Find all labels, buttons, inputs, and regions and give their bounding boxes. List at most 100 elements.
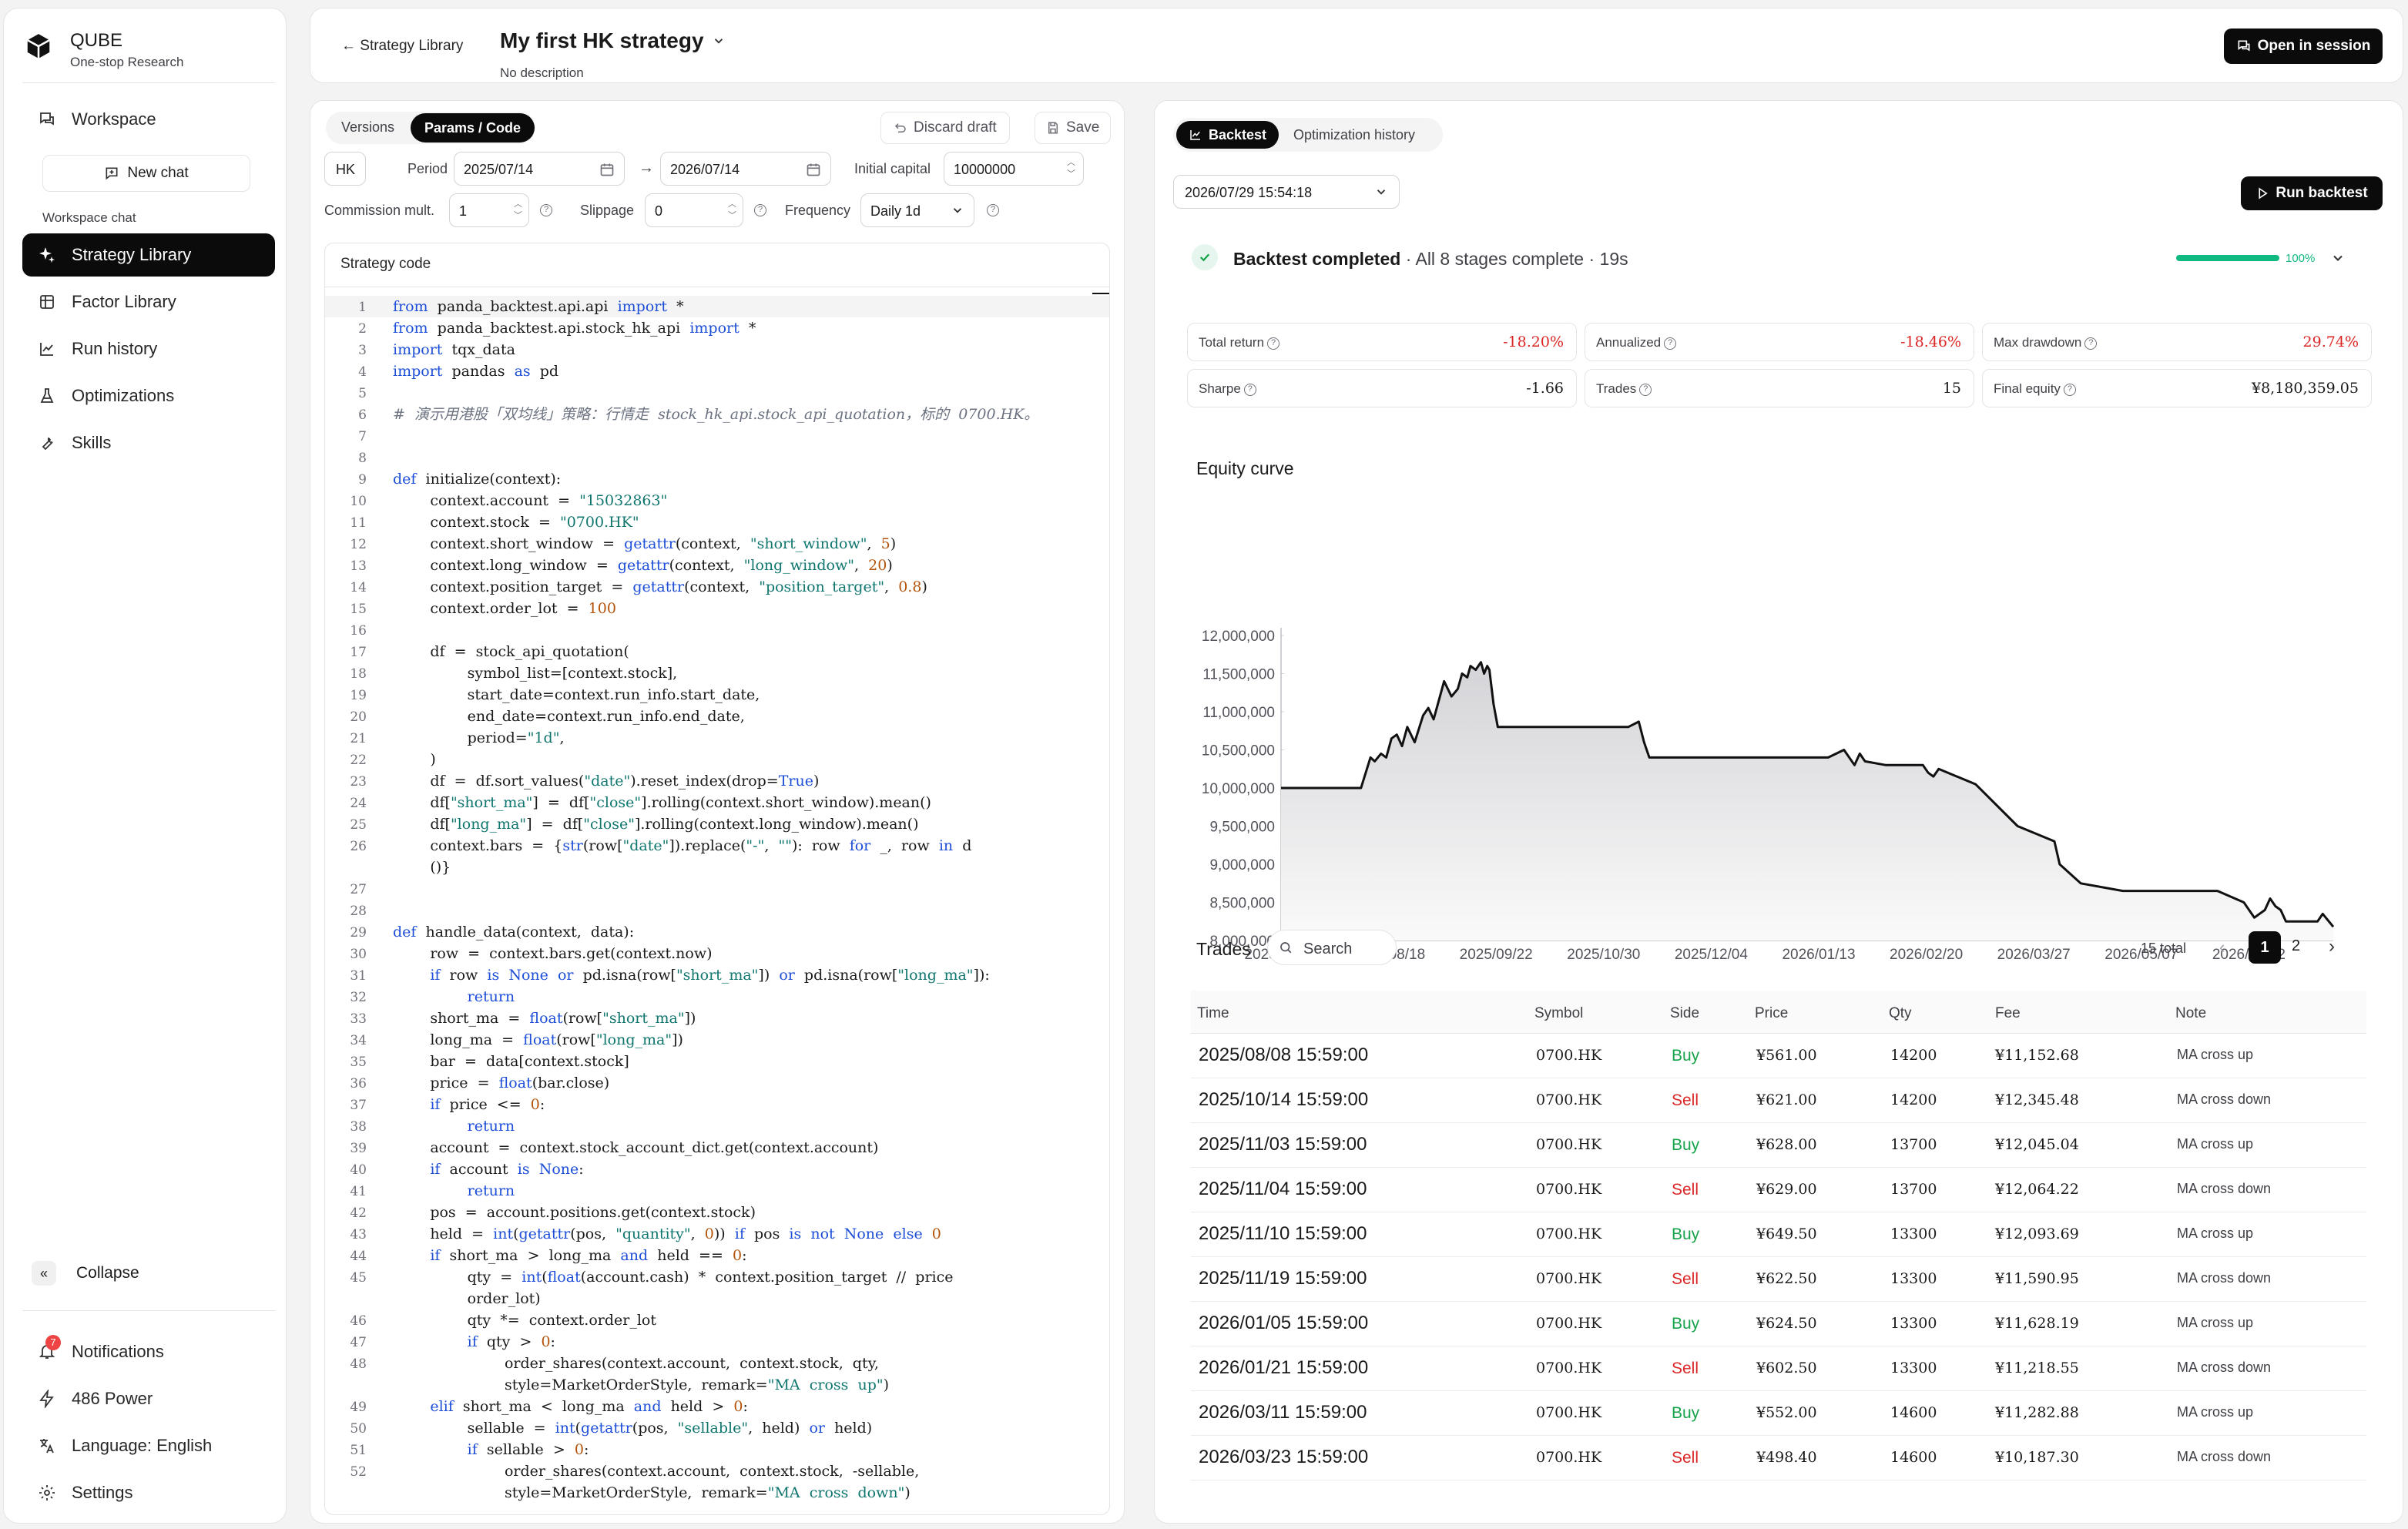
code-line[interactable]: 23 df = df.sort_values("date").reset_ind…: [325, 770, 1109, 792]
column-header-price[interactable]: Price: [1755, 1005, 1789, 1021]
code-line[interactable]: 37 if price <= 0:: [325, 1094, 1109, 1115]
code-line[interactable]: 15 context.order_lot = 100: [325, 598, 1109, 619]
code-line[interactable]: order_lot): [325, 1288, 1109, 1309]
table-row[interactable]: 2026/03/11 15:59:00 0700.HK Buy ¥552.00 1460…: [1191, 1391, 2366, 1436]
sidebar-item-language[interactable]: Language: English: [22, 1424, 275, 1467]
code-line[interactable]: 8: [325, 447, 1109, 468]
code-line[interactable]: 20 end_date=context.run_info.end_date,: [325, 706, 1109, 727]
table-row[interactable]: 2026/01/21 15:59:00 0700.HK Sell ¥602.50 133…: [1191, 1346, 2366, 1391]
code-line[interactable]: 11 context.stock = "0700.HK": [325, 511, 1109, 533]
run-select[interactable]: 2026/07/29 15:54:18: [1173, 175, 1400, 209]
code-line[interactable]: 13 context.long_window = getattr(context…: [325, 555, 1109, 576]
sidebar-item-factor-library[interactable]: Factor Library: [22, 280, 275, 324]
code-line[interactable]: 31 if row is None or pd.isna(row["short_…: [325, 964, 1109, 986]
column-header-time[interactable]: Time: [1197, 1005, 1229, 1021]
code-line[interactable]: 30 row = context.bars.get(context.now): [325, 943, 1109, 964]
code-line[interactable]: 47 if qty > 0:: [325, 1331, 1109, 1353]
end-date-input[interactable]: 2026/07/14: [660, 152, 831, 186]
trades-search[interactable]: Search: [1267, 930, 1397, 965]
stepper-icon[interactable]: ︿ ﹀: [728, 200, 736, 220]
table-row[interactable]: 2025/11/19 15:59:00 0700.HK Sell ¥622.50 133…: [1191, 1257, 2366, 1302]
code-line[interactable]: 38 return: [325, 1115, 1109, 1137]
run-backtest-button[interactable]: Run backtest: [2241, 176, 2383, 210]
code-line[interactable]: 46 qty *= context.order_lot: [325, 1309, 1109, 1331]
code-line[interactable]: 25 df["long_ma"] = df["close"].rolling(c…: [325, 813, 1109, 835]
code-line[interactable]: 16: [325, 619, 1109, 641]
discard-draft-button[interactable]: Discard draft: [880, 112, 1010, 144]
code-line[interactable]: 6 # 演示用港股「双均线」策略：行情走 stock_hk_api.stock_a…: [325, 404, 1109, 425]
table-row[interactable]: 2025/11/03 15:59:00 0700.HK Buy ¥628.00 1370…: [1191, 1123, 2366, 1168]
code-line[interactable]: 52 order_shares(context.account, context…: [325, 1460, 1109, 1482]
open-in-session-button[interactable]: Open in session: [2224, 29, 2383, 64]
code-line[interactable]: 5: [325, 382, 1109, 404]
frequency-select[interactable]: Daily 1d: [860, 193, 974, 227]
sidebar-item-run-history[interactable]: Run history: [22, 327, 275, 371]
column-header-side[interactable]: Side: [1670, 1005, 1700, 1021]
code-line[interactable]: 50 sellable = int(getattr(pos, "sellable…: [325, 1417, 1109, 1439]
code-line[interactable]: style=MarketOrderStyle, remark="MA cross…: [325, 1482, 1109, 1504]
table-row[interactable]: 2025/10/14 15:59:00 0700.HK Sell ¥621.00 142…: [1191, 1078, 2366, 1123]
stepper-icon[interactable]: ︿ ﹀: [514, 200, 522, 220]
code-line[interactable]: 21 period="1d",: [325, 727, 1109, 749]
sidebar-item-notifications[interactable]: 7 Notifications: [22, 1330, 275, 1373]
strategy-title[interactable]: My first HK strategy: [500, 29, 726, 53]
code-line[interactable]: 26 context.bars = {str(row["date"]).repl…: [325, 835, 1109, 857]
sidebar-item-optimizations[interactable]: Optimizations: [22, 374, 275, 417]
code-line[interactable]: 41 return: [325, 1180, 1109, 1202]
code-line[interactable]: 43 held = int(getattr(pos, "quantity", 0…: [325, 1223, 1109, 1245]
help-icon[interactable]: ?: [2084, 337, 2098, 350]
tab-params-code[interactable]: Params / Code: [411, 113, 535, 143]
market-select[interactable]: HK: [324, 152, 366, 186]
commission-input[interactable]: 1 ︿ ﹀: [449, 193, 529, 227]
code-line[interactable]: 14 context.position_target = getattr(con…: [325, 576, 1109, 598]
frequency-help-icon[interactable]: ?: [987, 204, 999, 216]
code-line[interactable]: ()}: [325, 857, 1109, 878]
prev-page-icon[interactable]: ‹: [2219, 937, 2225, 957]
code-line[interactable]: 39 account = context.stock_account_dict.…: [325, 1137, 1109, 1158]
sidebar-item-power[interactable]: 486 Power: [22, 1377, 275, 1420]
code-line[interactable]: 33 short_ma = float(row["short_ma"]): [325, 1008, 1109, 1029]
start-date-input[interactable]: 2025/07/14: [454, 152, 625, 186]
new-chat-button[interactable]: New chat: [42, 155, 250, 192]
collapse-button[interactable]: « Collapse: [32, 1261, 139, 1286]
code-line[interactable]: 12 context.short_window = getattr(contex…: [325, 533, 1109, 555]
code-line[interactable]: 29 def handle_data(context, data):: [325, 921, 1109, 943]
code-line[interactable]: 42 pos = account.positions.get(context.s…: [325, 1202, 1109, 1223]
sidebar-item-skills[interactable]: Skills: [22, 421, 275, 464]
slippage-help-icon[interactable]: ?: [754, 204, 766, 216]
help-icon[interactable]: ?: [1639, 383, 1652, 396]
code-line[interactable]: 44 if short_ma > long_ma and held == 0:: [325, 1245, 1109, 1266]
help-icon[interactable]: ?: [1243, 383, 1256, 396]
code-editor[interactable]: Strategy code 1 from panda_backtest.api.a…: [324, 243, 1110, 1515]
table-row[interactable]: 2025/11/04 15:59:00 0700.HK Sell ¥629.00 137…: [1191, 1168, 2366, 1212]
commission-help-icon[interactable]: ?: [540, 204, 552, 216]
column-header-note[interactable]: Note: [2175, 1005, 2207, 1021]
table-row[interactable]: 2026/03/23 15:59:00 0700.HK Sell ¥498.40 146…: [1191, 1436, 2366, 1480]
code-line[interactable]: 48 order_shares(context.account, context…: [325, 1353, 1109, 1374]
code-line[interactable]: 7: [325, 425, 1109, 447]
code-line[interactable]: 17 df = stock_api_quotation(: [325, 641, 1109, 662]
code-line[interactable]: 32 return: [325, 986, 1109, 1008]
initial-capital-input[interactable]: 10000000 ︿ ﹀: [944, 152, 1084, 186]
slippage-input[interactable]: 0 ︿ ﹀: [645, 193, 743, 227]
code-line[interactable]: 9 def initialize(context):: [325, 468, 1109, 490]
code-line[interactable]: 34 long_ma = float(row["long_ma"]): [325, 1029, 1109, 1051]
code-line[interactable]: 28: [325, 900, 1109, 921]
help-icon[interactable]: ?: [2063, 383, 2076, 396]
next-page-icon[interactable]: ›: [2329, 936, 2335, 957]
code-line[interactable]: 18 symbol_list=[context.stock],: [325, 662, 1109, 684]
code-line[interactable]: 10 context.account = "15032863": [325, 490, 1109, 511]
stepper-icon[interactable]: ︿ ﹀: [1067, 158, 1075, 179]
page-1[interactable]: 1: [2249, 931, 2281, 964]
tab-optimization-history[interactable]: Optimization history: [1293, 127, 1416, 143]
sidebar-item-strategy-library[interactable]: Strategy Library: [22, 233, 275, 277]
code-line[interactable]: 24 df["short_ma"] = df["close"].rolling(…: [325, 792, 1109, 813]
table-row[interactable]: 2025/11/10 15:59:00 0700.HK Buy ¥649.50 1330…: [1191, 1212, 2366, 1257]
code-line[interactable]: 49 elif short_ma < long_ma and held > 0:: [325, 1396, 1109, 1417]
code-line[interactable]: 27: [325, 878, 1109, 900]
page-2[interactable]: 2: [2292, 937, 2301, 954]
back-link[interactable]: ← Strategy Library: [341, 38, 464, 54]
code-line[interactable]: 35 bar = data[context.stock]: [325, 1051, 1109, 1072]
code-line[interactable]: 45 qty = int(float(account.cash) * conte…: [325, 1266, 1109, 1288]
column-header-symbol[interactable]: Symbol: [1534, 1005, 1584, 1021]
